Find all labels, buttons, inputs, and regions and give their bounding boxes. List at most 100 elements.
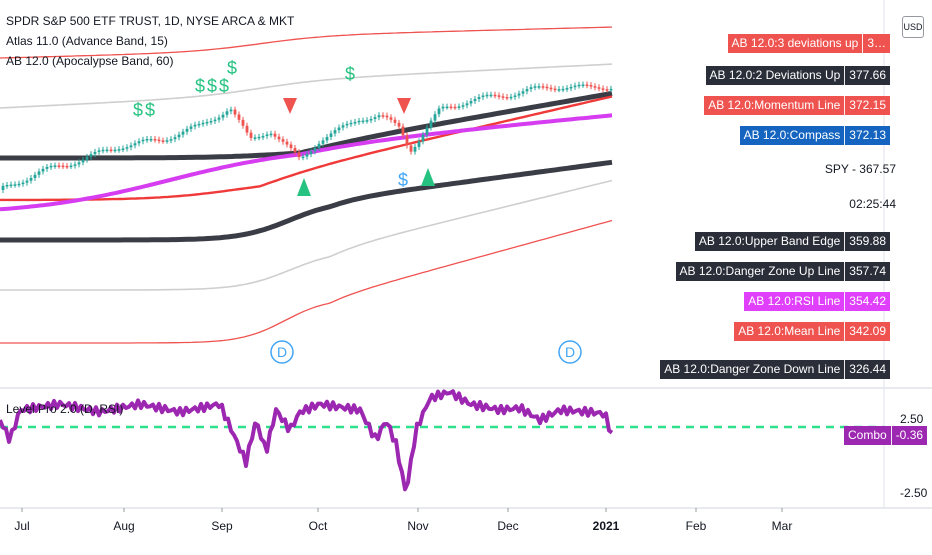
candle-body <box>225 111 229 115</box>
price-label: AB 12.0:2 Deviations Up 377.66 <box>705 66 890 85</box>
price-label-name: AB 12.0:RSI Line <box>744 292 845 311</box>
price-label: AB 12.0:Compass 372.13 <box>739 126 890 145</box>
candle-body <box>209 120 213 123</box>
candle-body <box>93 151 97 155</box>
price-label-value: 372.15 <box>844 96 890 115</box>
candle-body <box>465 103 469 106</box>
candle-body <box>153 138 157 141</box>
candle-body <box>589 85 593 87</box>
price-label-value: 354.42 <box>844 292 890 311</box>
price-label-value: 3… <box>862 34 890 53</box>
candle-body <box>133 143 137 146</box>
candle-body <box>457 106 461 108</box>
candle-body <box>261 136 265 138</box>
buy-triangle-icon <box>297 178 311 196</box>
candle-body <box>305 154 309 157</box>
candle-body <box>385 115 389 118</box>
sell-triangle-icon <box>397 98 411 114</box>
candle-body <box>145 138 149 141</box>
price-label-value: 377.66 <box>844 66 890 85</box>
candle-body <box>281 139 285 142</box>
time-tick-label: Nov <box>407 519 428 533</box>
candle-body <box>369 118 373 121</box>
candle-body <box>417 141 421 147</box>
candle-body <box>81 159 85 163</box>
indicator-atlas[interactable]: Atlas 11.0 (Advance Band, 15) <box>6 34 168 48</box>
candle-body <box>533 86 537 88</box>
candle-body <box>577 84 581 87</box>
candle-body <box>449 106 453 109</box>
candle-body <box>337 127 341 131</box>
candle-body <box>77 162 81 165</box>
candle-body <box>137 141 141 144</box>
symbol-title: SPDR S&P 500 ETF TRUST, 1D, NYSE ARCA & … <box>6 14 295 28</box>
price-label-name: AB 12.0:Mean Line <box>734 322 845 341</box>
candle-body <box>469 101 473 104</box>
candle-body <box>461 105 465 107</box>
price-label-name: AB 12.0:Danger Zone Down Line <box>660 360 845 379</box>
candle-body <box>45 166 49 169</box>
currency-button[interactable]: USD <box>902 16 924 38</box>
candle-body <box>513 95 517 98</box>
candle-body <box>545 86 549 89</box>
upper-red-band <box>0 26 613 59</box>
signal-markers: $ $$ $ $$ $$D D <box>133 58 582 364</box>
combo-label-value: -0.36 <box>890 426 928 445</box>
candle-body <box>313 147 317 152</box>
price-label-value: 357.74 <box>844 262 890 281</box>
candle-body <box>177 134 181 138</box>
indicator-apocalypse-band[interactable]: AB 12.0 (Apocalypse Band, 60) <box>6 54 174 68</box>
candle-body <box>193 124 197 127</box>
candle-body <box>301 156 305 159</box>
price-label-name: AB 12.0:Momentum Line <box>704 96 845 115</box>
candle-body <box>393 119 397 123</box>
candle-body <box>241 119 245 126</box>
candle-body <box>509 96 513 99</box>
dividend-icon <box>558 340 582 364</box>
candle-body <box>25 180 29 183</box>
dollar-signal-icon: $ <box>133 100 143 120</box>
candle-body <box>329 133 333 137</box>
mean-line <box>0 95 613 202</box>
candle-body <box>405 135 409 146</box>
price-label: AB 12.0:RSI Line 354.42 <box>744 292 890 311</box>
dollar-signal-icon: $ <box>345 64 355 84</box>
candle-body <box>65 165 69 168</box>
candle-body <box>269 133 273 136</box>
candle-body <box>49 165 53 168</box>
candle-body <box>429 120 433 128</box>
candle-body <box>341 125 345 128</box>
price-label-name: AB 12.0:Danger Zone Up Line <box>675 262 845 281</box>
candle-body <box>29 177 33 181</box>
candle-body <box>97 150 101 152</box>
price-label-name: AB 12.0:2 Deviations Up <box>705 66 845 85</box>
candle-body <box>61 165 65 168</box>
candle-body <box>69 165 73 168</box>
candle-body <box>213 119 217 122</box>
candle-body <box>373 117 377 119</box>
candle-body <box>205 121 209 124</box>
time-tick-label: Oct <box>309 519 328 533</box>
price-label-value: 359.88 <box>844 232 890 251</box>
candle-body <box>37 171 41 175</box>
candle-body <box>181 131 185 135</box>
oscillator-legend[interactable]: Level Pro 2.0 (D, RSI) <box>6 402 124 416</box>
time-tick-label: Feb <box>686 519 707 533</box>
candle-body <box>609 88 613 91</box>
price-label: AB 12.0:Mean Line 342.09 <box>734 322 890 341</box>
candle-body <box>5 184 9 187</box>
candle-body <box>401 126 405 136</box>
oscillator-pane <box>0 389 884 492</box>
candle-body <box>33 174 37 178</box>
dollar-signal-icon: $ <box>398 170 408 190</box>
dollar-signal-icon: $ <box>219 76 229 96</box>
candle-body <box>277 136 281 140</box>
candle-body <box>441 106 445 109</box>
candle-body <box>521 91 525 94</box>
sell-triangle-icon <box>283 98 297 114</box>
candle-body <box>597 87 601 89</box>
candle-body <box>489 94 493 97</box>
candle-body <box>129 145 133 148</box>
time-tick-label: Aug <box>113 519 134 533</box>
